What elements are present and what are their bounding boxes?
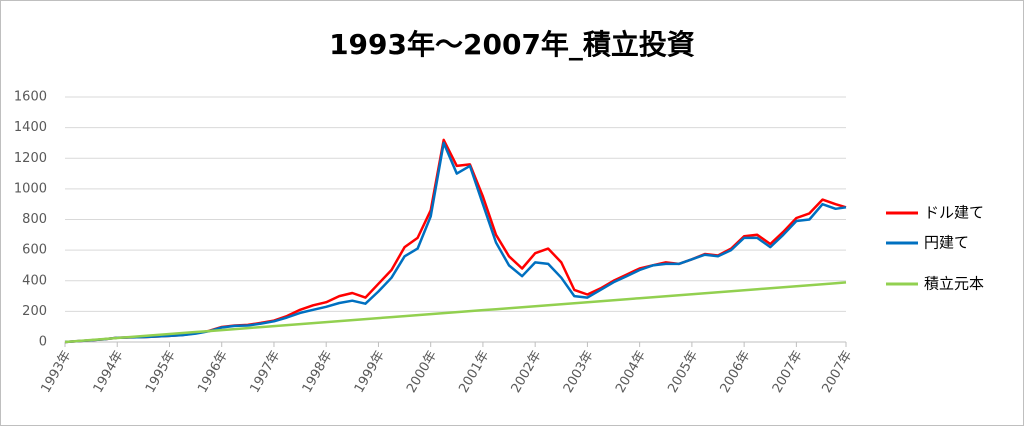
legend-label: 積立元本	[924, 275, 984, 293]
y-tick-label: 400	[22, 273, 47, 288]
series-line	[64, 141, 847, 344]
y-tick-label: 600	[22, 243, 47, 258]
chart-title: 1993年～2007年_積立投資	[329, 28, 695, 61]
y-tick-label: 1600	[14, 90, 47, 105]
y-tick-label: 800	[22, 212, 47, 227]
y-tick-label: 0	[39, 335, 47, 350]
y-tick-label: 1000	[14, 181, 47, 196]
y-tick-label: 1400	[14, 120, 47, 135]
y-tick-label: 200	[22, 304, 47, 319]
legend-label: ドル建て	[924, 204, 984, 222]
series-line	[64, 281, 847, 344]
y-tick-label: 1200	[14, 151, 47, 166]
legend-label: 円建て	[924, 234, 969, 252]
